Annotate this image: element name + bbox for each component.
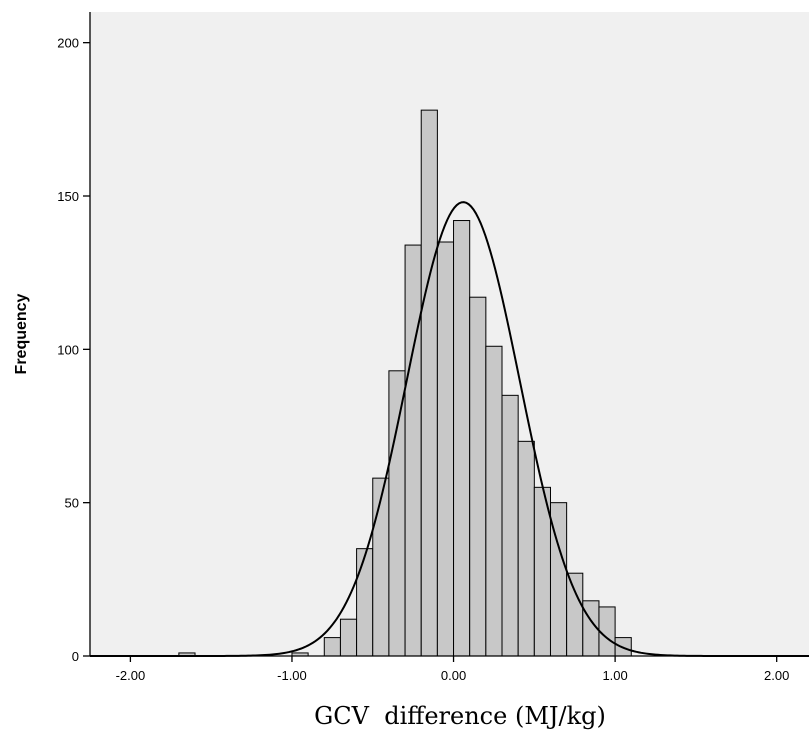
y-tick-label: 100 — [57, 342, 79, 357]
y-tick-label: 50 — [65, 496, 79, 511]
y-tick-label: 0 — [72, 649, 79, 664]
histogram-bar — [436, 241, 455, 657]
histogram-bars — [178, 109, 632, 657]
histogram-bar — [356, 548, 374, 657]
histogram-bar — [420, 109, 438, 657]
histogram-bar — [323, 637, 341, 657]
histogram-bar — [372, 477, 390, 657]
histogram-bar — [517, 440, 535, 657]
histogram-bar — [533, 486, 551, 657]
histogram-bar — [566, 572, 584, 657]
histogram-bar — [404, 244, 422, 657]
histogram-bar — [388, 370, 406, 657]
x-ticks: -2.00 -1.00 0.00 1.00 2.00 — [116, 656, 789, 683]
histogram-bar — [339, 618, 358, 657]
histogram-bar — [501, 394, 519, 657]
x-tick-label: 0.00 — [441, 668, 466, 683]
x-axis-label: GCV difference (MJ/kg) — [314, 702, 606, 730]
x-tick-label: 1.00 — [602, 668, 627, 683]
histogram-bar — [485, 345, 503, 657]
x-tick-label: 2.00 — [764, 668, 789, 683]
y-ticks: 0 50 100 150 200 — [57, 36, 90, 664]
y-axis-label: Frequency — [13, 293, 30, 374]
histogram-bar — [598, 606, 616, 657]
y-tick-label: 150 — [57, 189, 79, 204]
x-tick-label: -2.00 — [116, 668, 146, 683]
x-tick-label: -1.00 — [277, 668, 307, 683]
y-tick-label: 200 — [57, 36, 79, 51]
histogram-bar — [469, 296, 487, 657]
histogram-bar — [453, 220, 471, 657]
